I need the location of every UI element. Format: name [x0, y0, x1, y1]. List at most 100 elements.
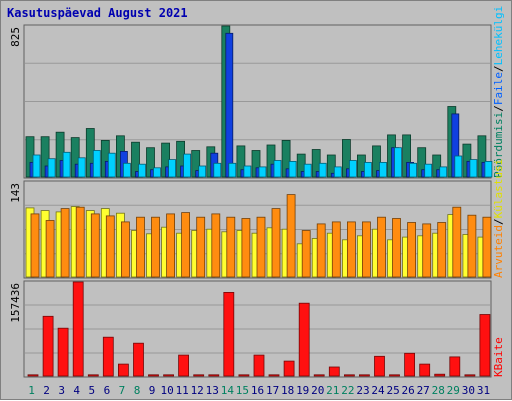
x-tick-label-day-25: 25 — [386, 384, 399, 397]
x-tick-label-day-30: 30 — [462, 384, 475, 397]
legend-separator: / — [492, 105, 505, 112]
x-tick-label-day-23: 23 — [356, 384, 369, 397]
bar-top-lehekülgi-day-8 — [138, 163, 146, 178]
bar-bottom-kbaite-day-2 — [42, 315, 54, 377]
bar-top-lehekülgi-day-6 — [107, 152, 116, 178]
bar-middle-arvuteid-day-12 — [196, 216, 206, 278]
chart-title: Kasutuspäevad August 2021 — [7, 6, 188, 20]
bar-middle-arvuteid-day-14 — [226, 216, 236, 278]
bar-top-lehekülgi-day-16 — [258, 166, 267, 178]
bar-top-lehekülgi-day-10 — [168, 159, 177, 178]
x-tick-label-day-21: 21 — [326, 384, 339, 397]
bar-middle-arvuteid-day-6 — [105, 215, 115, 278]
bar-top-lehekülgi-day-18 — [288, 160, 297, 178]
bar-top-lehekülgi-day-5 — [92, 150, 101, 178]
x-tick-label-day-7: 7 — [119, 384, 126, 397]
bar-bottom-kbaite-day-16 — [253, 354, 265, 377]
x-tick-label-day-14: 14 — [221, 384, 235, 397]
bar-middle-arvuteid-day-27 — [422, 223, 432, 278]
bar-top-lehekülgi-day-29 — [454, 155, 463, 178]
bar-bottom-kbaite-day-22 — [343, 374, 355, 377]
bar-middle-arvuteid-day-19 — [301, 230, 311, 278]
bar-middle-arvuteid-day-21 — [331, 221, 341, 278]
x-tick-label-day-19: 19 — [296, 384, 309, 397]
legend-entry: Arvuteid — [492, 225, 505, 278]
bar-top-lehekülgi-day-11 — [183, 153, 192, 178]
bar-middle-arvuteid-day-4 — [75, 206, 85, 278]
bar-top-lehekülgi-day-14 — [228, 162, 237, 178]
bar-bottom-kbaite-day-17 — [268, 374, 280, 377]
panel-top-frame — [23, 24, 492, 179]
x-tick-label-day-22: 22 — [341, 384, 354, 397]
bar-bottom-kbaite-day-12 — [193, 374, 205, 377]
bar-top-lehekülgi-day-30 — [469, 159, 478, 178]
legend-entry: Pöördumisi — [492, 112, 505, 178]
bar-bottom-kbaite-day-25 — [389, 374, 400, 377]
bar-top-faile-day-14 — [225, 32, 234, 178]
x-tick-label-day-13: 13 — [206, 384, 219, 397]
bar-bottom-kbaite-day-29 — [449, 356, 461, 377]
x-tick-label-day-24: 24 — [371, 384, 385, 397]
x-tick-label-day-3: 3 — [58, 384, 65, 397]
bar-middle-arvuteid-day-5 — [90, 213, 100, 278]
x-tick-label-day-9: 9 — [149, 384, 156, 397]
bar-top-lehekülgi-day-22 — [348, 160, 357, 178]
x-tick-label-day-4: 4 — [73, 384, 80, 397]
bar-top-lehekülgi-day-21 — [333, 166, 342, 178]
bar-bottom-kbaite-day-3 — [57, 327, 69, 377]
bar-top-lehekülgi-day-24 — [379, 161, 387, 178]
bar-middle-arvuteid-day-26 — [407, 222, 417, 278]
bar-bottom-kbaite-day-4 — [72, 281, 84, 377]
panel-middle-max-label: 143 — [9, 183, 22, 203]
bar-bottom-kbaite-day-23 — [358, 374, 370, 377]
bar-top-lehekülgi-day-2 — [47, 158, 56, 178]
bar-bottom-kbaite-day-15 — [238, 374, 250, 377]
bar-bottom-kbaite-day-26 — [404, 352, 416, 377]
bar-bottom-kbaite-day-20 — [313, 374, 325, 377]
bar-bottom-kbaite-day-5 — [87, 374, 99, 377]
bar-bottom-kbaite-day-1 — [27, 374, 39, 377]
legend-entry: Lehekülgi — [492, 6, 505, 66]
bar-middle-arvuteid-day-11 — [181, 212, 191, 278]
bar-middle-arvuteid-day-17 — [271, 208, 281, 278]
bar-bottom-kbaite-day-27 — [419, 363, 431, 377]
panel-bottom-legend: KBaite — [492, 337, 505, 377]
bar-middle-arvuteid-day-16 — [256, 216, 266, 278]
panel-middle-legend: Arvuteid/Külastusi — [492, 159, 505, 278]
panel-bottom-frame — [23, 280, 492, 378]
bar-middle-arvuteid-day-23 — [361, 221, 371, 278]
panel-top-legend: Pöördumisi/Faile/Lehekülgi — [492, 6, 505, 178]
bar-bottom-kbaite-day-7 — [118, 363, 129, 377]
bar-middle-arvuteid-day-24 — [377, 216, 386, 278]
bar-bottom-kbaite-day-31 — [479, 314, 491, 377]
bar-top-lehekülgi-day-12 — [198, 165, 207, 178]
bar-middle-arvuteid-day-2 — [45, 220, 55, 278]
bar-middle-arvuteid-day-3 — [60, 208, 70, 278]
bar-middle-arvuteid-day-22 — [346, 221, 356, 278]
bar-top-lehekülgi-day-9 — [153, 167, 161, 178]
bar-bottom-kbaite-day-8 — [133, 342, 144, 377]
bar-top-lehekülgi-day-26 — [409, 162, 418, 178]
bar-top-lehekülgi-day-23 — [363, 161, 372, 178]
bar-bottom-kbaite-day-6 — [102, 336, 114, 377]
bar-middle-arvuteid-day-31 — [482, 216, 492, 278]
legend-separator: / — [492, 218, 505, 225]
bar-top-lehekülgi-day-7 — [123, 162, 131, 178]
bar-top-lehekülgi-day-3 — [62, 151, 71, 178]
x-tick-label-day-18: 18 — [281, 384, 294, 397]
x-tick-label-day-2: 2 — [43, 384, 50, 397]
x-tick-label-day-6: 6 — [104, 384, 111, 397]
bar-middle-arvuteid-day-18 — [286, 194, 296, 278]
bar-middle-arvuteid-day-30 — [467, 214, 477, 278]
bar-top-lehekülgi-day-31 — [484, 160, 493, 178]
legend-entry: KBaite — [492, 337, 505, 377]
bar-middle-arvuteid-day-25 — [392, 218, 401, 278]
x-tick-label-day-26: 26 — [401, 384, 414, 397]
bar-middle-arvuteid-day-29 — [452, 206, 462, 278]
x-tick-label-day-8: 8 — [134, 384, 141, 397]
x-tick-label-day-5: 5 — [88, 384, 95, 397]
x-tick-label-day-27: 27 — [417, 384, 430, 397]
bar-top-lehekülgi-day-17 — [273, 160, 282, 178]
